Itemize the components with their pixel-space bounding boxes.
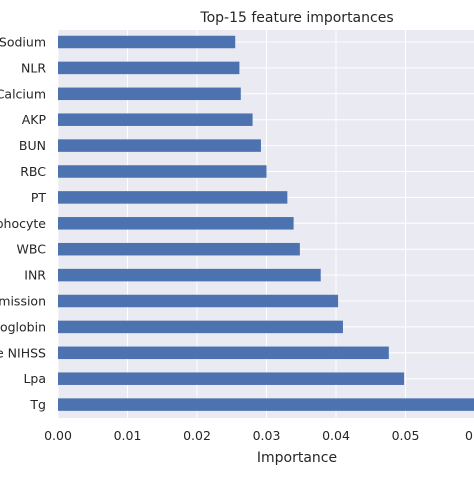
x-tick-label: 0.01 xyxy=(114,428,142,443)
category-label: Tg xyxy=(29,397,46,412)
bar-wbc xyxy=(58,242,300,256)
category-label: NLR xyxy=(21,60,46,75)
bar-nlr xyxy=(58,61,240,75)
category-label: phocyte xyxy=(0,216,46,231)
category-label: AKP xyxy=(22,112,47,127)
bar-mission xyxy=(58,294,339,308)
category-label: BUN xyxy=(19,138,46,153)
bar-pt xyxy=(58,191,288,204)
x-tick-label: 0.03 xyxy=(253,428,281,443)
bar-bun xyxy=(58,139,261,152)
x-axis-label: Importance xyxy=(257,450,337,466)
bar-noglobin xyxy=(58,320,343,334)
bar-e-nihss xyxy=(58,346,389,360)
x-tick-label: 0.02 xyxy=(183,428,211,443)
category-label: Calcium xyxy=(0,86,46,101)
x-tick-label: 0.0 xyxy=(465,428,474,443)
bar-tg xyxy=(58,398,474,411)
bars xyxy=(58,35,474,411)
category-labels: Sodium NLR Calcium AKP BUN RBC PT phocyte WBC INR… xyxy=(0,35,46,413)
bar-rbc xyxy=(58,165,267,178)
x-tick-label: 0.04 xyxy=(322,428,350,443)
bar-calcium xyxy=(58,87,241,101)
category-label: RBC xyxy=(20,164,46,179)
category-label: INR xyxy=(24,268,46,283)
category-label: mission xyxy=(0,294,46,309)
bar-phocyte xyxy=(58,217,294,230)
category-label: PT xyxy=(31,190,47,205)
category-label: WBC xyxy=(17,242,47,257)
x-tick-label: 0.05 xyxy=(392,428,420,443)
bar-inr xyxy=(58,268,321,282)
x-tick-label: 0.00 xyxy=(44,428,72,443)
bar-sodium xyxy=(58,35,236,49)
x-tick-labels: 0.00 0.01 0.02 0.03 0.04 0.05 0.0 xyxy=(44,428,474,443)
category-label: Lpa xyxy=(23,371,46,386)
bar-lpa xyxy=(58,372,405,385)
bar-akp xyxy=(58,113,253,126)
category-label: e NIHSS xyxy=(0,345,46,360)
category-label: Sodium xyxy=(0,35,46,50)
chart-title: Top-15 feature importances xyxy=(199,10,393,26)
